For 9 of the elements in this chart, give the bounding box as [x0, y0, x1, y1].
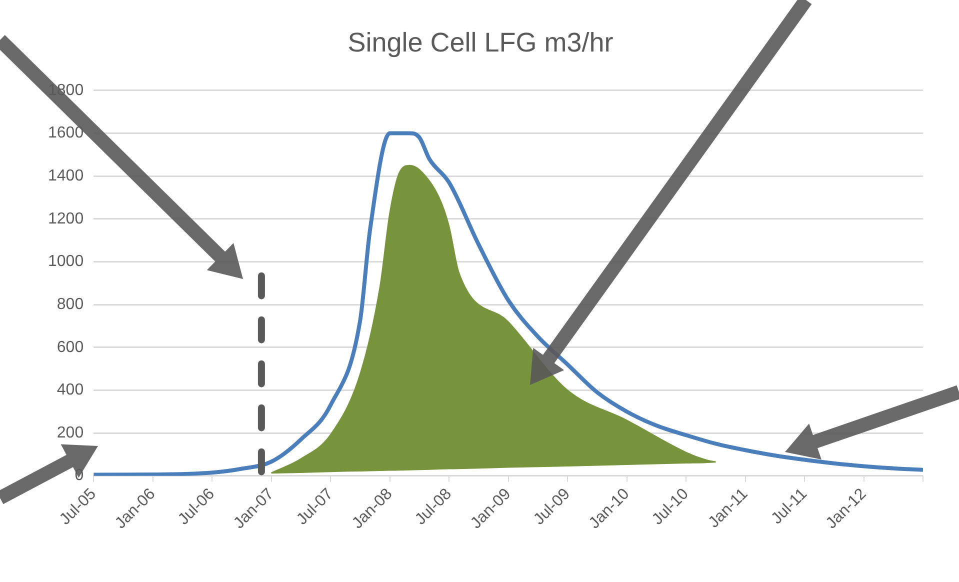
chart-title: Single Cell LFG m3/hr: [348, 28, 614, 58]
y-tick-label: 200: [56, 424, 84, 442]
y-tick-label: 600: [56, 338, 84, 356]
y-tick-label: 1600: [48, 124, 84, 142]
y-tick-label: 400: [56, 382, 84, 399]
y-tick-label: 1000: [48, 253, 84, 270]
y-tick-label: 1400: [48, 167, 84, 184]
y-tick-label: 1200: [48, 210, 84, 228]
y-tick-label: 800: [56, 296, 84, 313]
